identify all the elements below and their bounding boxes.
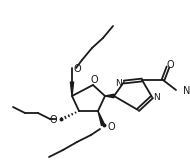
Polygon shape (105, 94, 114, 98)
Text: O: O (49, 115, 57, 125)
Text: N: N (154, 94, 160, 103)
Text: O: O (90, 75, 98, 85)
Polygon shape (70, 82, 74, 96)
Text: N: N (116, 79, 122, 88)
Polygon shape (98, 111, 105, 126)
Text: O: O (73, 64, 81, 74)
Text: O: O (108, 122, 116, 132)
Text: O: O (166, 60, 174, 70)
Text: NH₂: NH₂ (183, 86, 190, 96)
